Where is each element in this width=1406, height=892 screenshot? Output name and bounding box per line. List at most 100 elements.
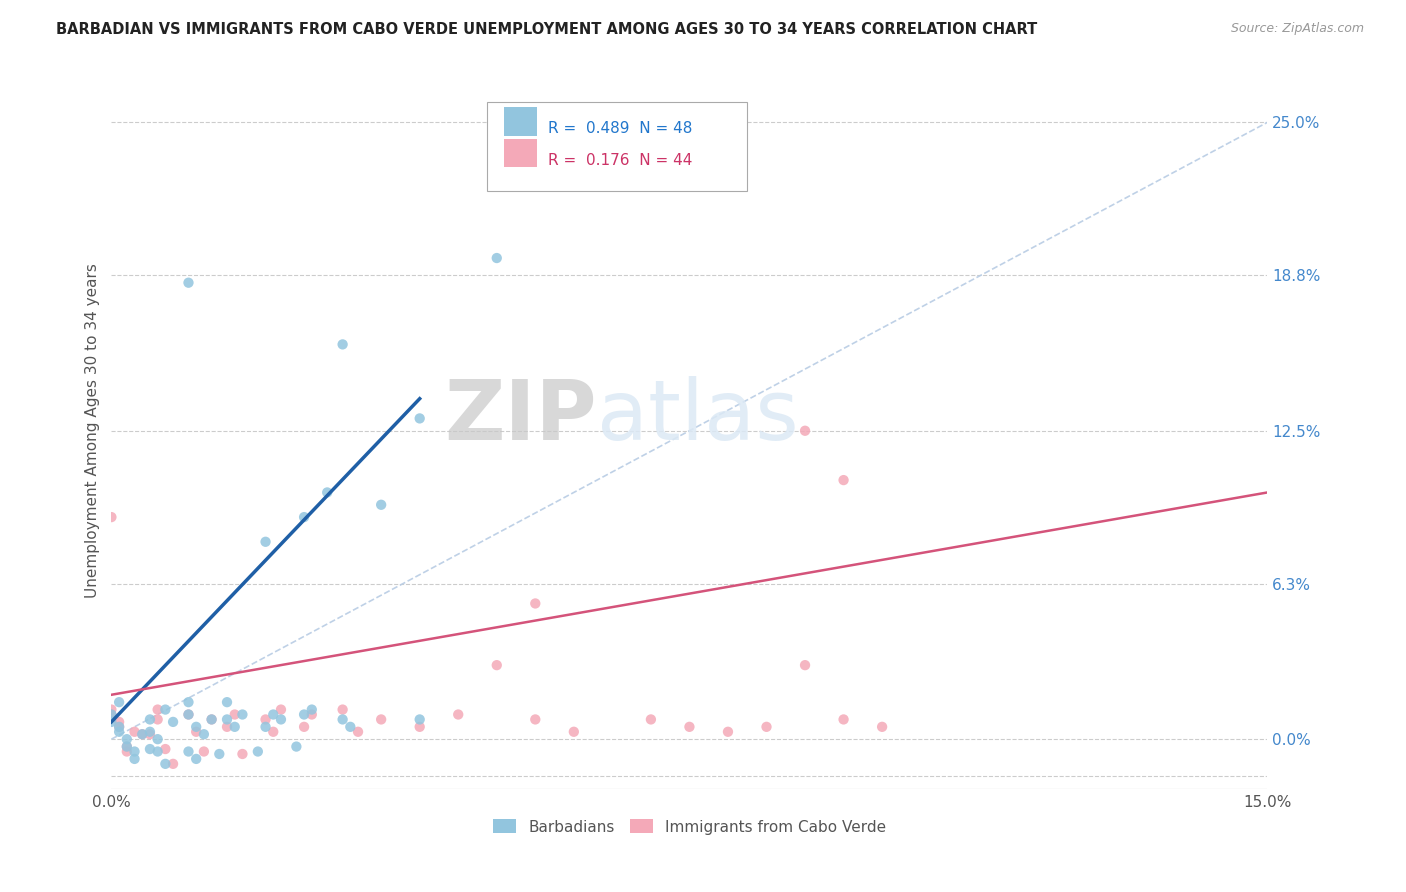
Point xyxy=(524,713,547,727)
Point xyxy=(177,707,200,722)
Point xyxy=(870,720,893,734)
Point xyxy=(108,720,131,734)
Point xyxy=(717,724,740,739)
Point xyxy=(177,276,200,290)
Point xyxy=(215,720,238,734)
Y-axis label: Unemployment Among Ages 30 to 34 years: Unemployment Among Ages 30 to 34 years xyxy=(86,263,100,599)
Point xyxy=(186,720,208,734)
Point xyxy=(485,658,508,673)
Point xyxy=(254,720,277,734)
Point xyxy=(108,695,131,709)
Point xyxy=(409,713,432,727)
Point xyxy=(200,713,222,727)
Text: Source: ZipAtlas.com: Source: ZipAtlas.com xyxy=(1230,22,1364,36)
Point xyxy=(124,745,146,759)
Point xyxy=(146,732,169,747)
Text: R =  0.489  N = 48: R = 0.489 N = 48 xyxy=(548,121,693,136)
Point xyxy=(115,745,138,759)
Point xyxy=(215,695,238,709)
Point xyxy=(177,707,200,722)
Point xyxy=(186,752,208,766)
Point xyxy=(254,534,277,549)
Point xyxy=(832,713,855,727)
Text: ZIP: ZIP xyxy=(444,376,598,457)
Point xyxy=(100,510,122,524)
Point xyxy=(100,707,122,722)
Point xyxy=(139,727,162,741)
Point xyxy=(316,485,339,500)
Text: atlas: atlas xyxy=(598,376,799,457)
Point xyxy=(409,411,432,425)
Point xyxy=(131,727,153,741)
Point xyxy=(200,713,222,727)
Bar xyxy=(505,139,537,168)
Point xyxy=(100,702,122,716)
Point xyxy=(270,713,292,727)
Point xyxy=(146,745,169,759)
FancyBboxPatch shape xyxy=(486,102,747,191)
Bar xyxy=(505,107,537,136)
Point xyxy=(215,713,238,727)
Point xyxy=(224,707,246,722)
Point xyxy=(131,727,153,741)
Point xyxy=(224,720,246,734)
Point xyxy=(108,724,131,739)
Point xyxy=(301,707,323,722)
Point xyxy=(208,747,231,761)
Point xyxy=(100,707,122,722)
Point xyxy=(108,720,131,734)
Point xyxy=(100,714,122,729)
Point xyxy=(794,658,817,673)
Point xyxy=(292,707,315,722)
Point xyxy=(292,510,315,524)
Point xyxy=(332,702,354,716)
Point xyxy=(177,745,200,759)
Point xyxy=(370,713,392,727)
Point xyxy=(755,720,778,734)
Point xyxy=(332,713,354,727)
Point xyxy=(409,720,432,734)
Point xyxy=(254,713,277,727)
Point xyxy=(246,745,269,759)
Point xyxy=(139,742,162,756)
Point xyxy=(115,739,138,754)
Point xyxy=(155,742,177,756)
Point xyxy=(231,747,253,761)
Point xyxy=(262,724,284,739)
Point xyxy=(262,707,284,722)
Point xyxy=(186,724,208,739)
Point xyxy=(832,473,855,487)
Point xyxy=(155,702,177,716)
Point xyxy=(155,756,177,771)
Point xyxy=(347,724,370,739)
Point xyxy=(524,597,547,611)
Point xyxy=(115,739,138,754)
Point xyxy=(177,695,200,709)
Point xyxy=(193,727,215,741)
Point xyxy=(231,707,253,722)
Legend: Barbadians, Immigrants from Cabo Verde: Barbadians, Immigrants from Cabo Verde xyxy=(494,820,886,835)
Point xyxy=(139,724,162,739)
Point xyxy=(562,724,585,739)
Point xyxy=(640,713,662,727)
Point xyxy=(139,713,162,727)
Point xyxy=(146,702,169,716)
Point xyxy=(301,702,323,716)
Text: BARBADIAN VS IMMIGRANTS FROM CABO VERDE UNEMPLOYMENT AMONG AGES 30 TO 34 YEARS C: BARBADIAN VS IMMIGRANTS FROM CABO VERDE … xyxy=(56,22,1038,37)
Point xyxy=(332,337,354,351)
Point xyxy=(162,756,184,771)
Point xyxy=(485,251,508,265)
Text: R =  0.176  N = 44: R = 0.176 N = 44 xyxy=(548,153,693,168)
Point xyxy=(292,720,315,734)
Point xyxy=(794,424,817,438)
Point xyxy=(339,720,361,734)
Point xyxy=(124,724,146,739)
Point xyxy=(285,739,308,754)
Point xyxy=(270,702,292,716)
Point xyxy=(678,720,700,734)
Point xyxy=(370,498,392,512)
Point xyxy=(115,732,138,747)
Point xyxy=(447,707,470,722)
Point xyxy=(162,714,184,729)
Point xyxy=(146,713,169,727)
